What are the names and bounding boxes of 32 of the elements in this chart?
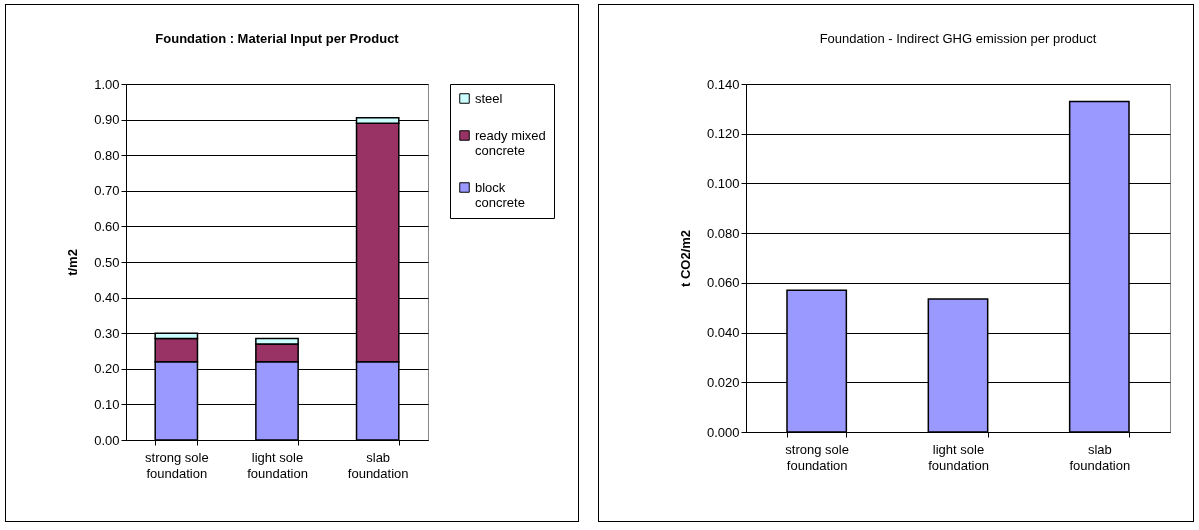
y-tick-label: 0.30 <box>94 325 120 341</box>
y-tick-label: 0.90 <box>94 112 120 128</box>
y-tick-label: 0.100 <box>706 175 740 191</box>
x-tick-label: light sole foundation <box>928 441 989 473</box>
y-tick-label: 0.060 <box>706 275 740 291</box>
y-tick-label: 0.140 <box>706 76 740 92</box>
x-tick-label: slab foundation <box>347 449 409 481</box>
y-tick-label: 0.80 <box>94 147 120 163</box>
x-tick-label: strong sole foundation <box>785 441 849 473</box>
y-axis-title: t/m2 <box>65 249 81 276</box>
y-tick-label: 0.080 <box>706 225 740 241</box>
y-tick-label: 0.120 <box>706 126 740 142</box>
y-tick-label: 1.00 <box>94 76 120 92</box>
y-tick-label: 0.00 <box>94 432 120 448</box>
legend-label: block concrete <box>475 179 525 210</box>
y-axis-title: t CO2/m2 <box>677 229 693 288</box>
y-tick-label: 0.000 <box>706 424 740 440</box>
y-tick-label: 0.20 <box>94 361 120 377</box>
y-tick-label: 0.040 <box>706 325 740 341</box>
legend-label: ready mixed concrete <box>475 127 546 158</box>
legend-label: steel <box>475 90 503 106</box>
chart-title: Foundation : Material Input per Product <box>155 31 400 46</box>
x-tick-label: light sole foundation <box>247 449 308 481</box>
y-tick-label: 0.020 <box>706 374 740 390</box>
y-tick-label: 0.10 <box>94 396 120 412</box>
x-tick-label: slab foundation <box>1069 441 1131 473</box>
y-tick-label: 0.70 <box>94 183 120 199</box>
y-tick-label: 0.60 <box>94 218 120 234</box>
x-tick-label: strong sole foundation <box>145 449 209 481</box>
chart-title: Foundation - Indirect GHG emission per product <box>819 31 1097 46</box>
y-tick-label: 0.40 <box>94 290 120 306</box>
y-tick-label: 0.50 <box>94 254 120 270</box>
